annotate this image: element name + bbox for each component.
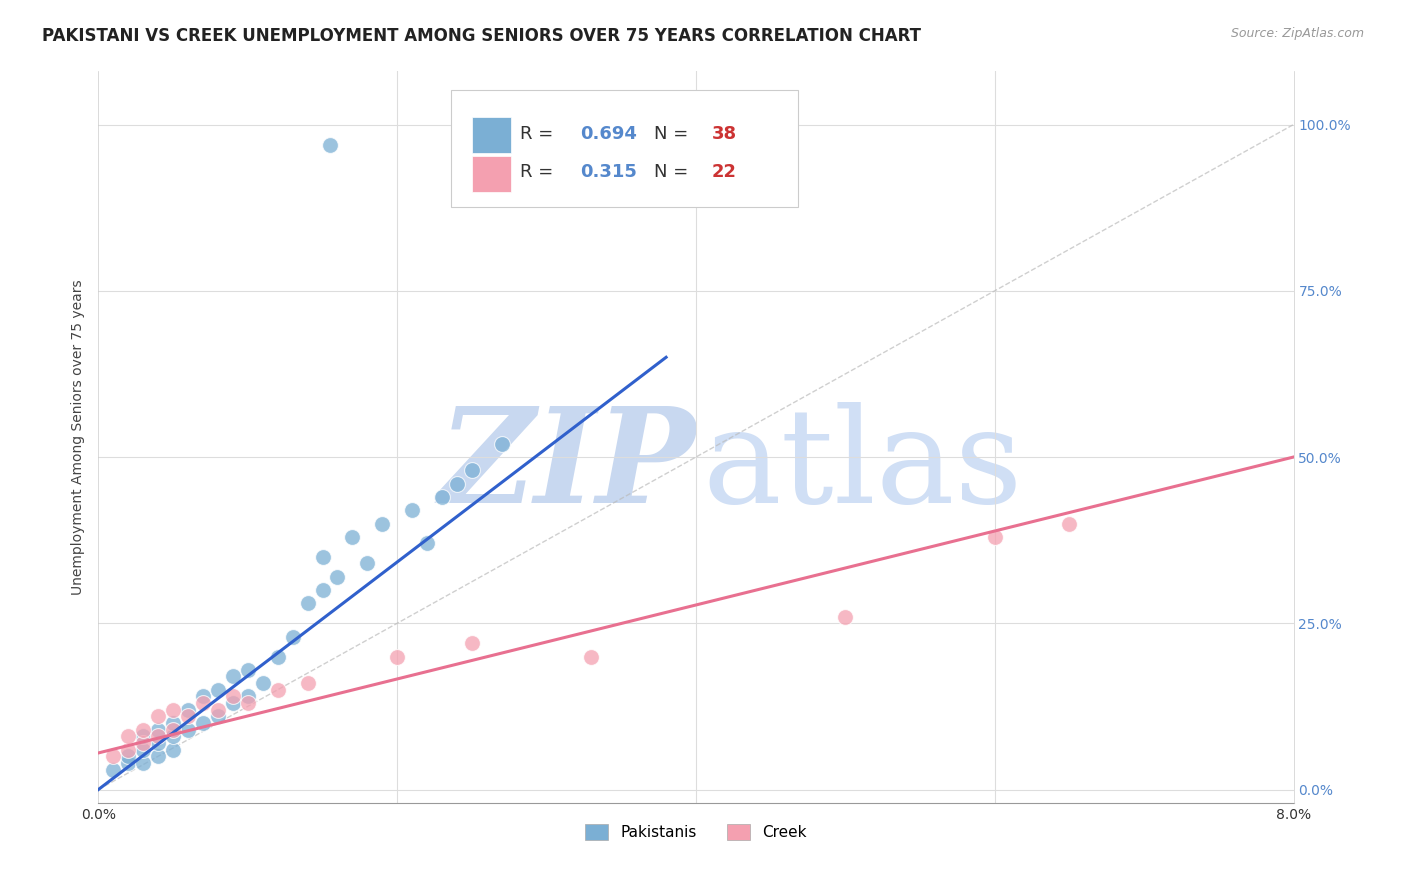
Y-axis label: Unemployment Among Seniors over 75 years: Unemployment Among Seniors over 75 years	[72, 279, 86, 595]
Point	[356, 557, 378, 571]
Point	[1059, 516, 1081, 531]
Point	[236, 663, 259, 677]
Point	[222, 690, 245, 704]
Point	[177, 703, 200, 717]
Point	[132, 729, 155, 743]
Point	[162, 716, 184, 731]
Point	[297, 676, 319, 690]
Point	[132, 742, 155, 756]
Point	[446, 476, 468, 491]
Point	[132, 756, 155, 770]
Point	[148, 729, 170, 743]
Point	[222, 696, 245, 710]
Point	[461, 636, 484, 650]
Text: R =: R =	[520, 163, 565, 181]
Point	[117, 742, 139, 756]
Point	[297, 596, 319, 610]
Point	[461, 463, 484, 477]
Legend: Pakistanis, Creek: Pakistanis, Creek	[579, 818, 813, 847]
Text: PAKISTANI VS CREEK UNEMPLOYMENT AMONG SENIORS OVER 75 YEARS CORRELATION CHART: PAKISTANI VS CREEK UNEMPLOYMENT AMONG SE…	[42, 27, 921, 45]
Point	[148, 736, 170, 750]
Point	[207, 682, 229, 697]
Point	[222, 669, 245, 683]
Point	[162, 742, 184, 756]
Point	[401, 503, 423, 517]
Point	[103, 763, 125, 777]
Point	[267, 682, 290, 697]
Point	[117, 729, 139, 743]
Point	[326, 570, 349, 584]
Point	[319, 137, 342, 152]
Point	[342, 530, 364, 544]
Point	[834, 609, 856, 624]
Point	[148, 709, 170, 723]
Point	[267, 649, 290, 664]
Text: ZIP: ZIP	[439, 401, 696, 531]
Point	[311, 549, 333, 564]
Point	[430, 490, 453, 504]
FancyBboxPatch shape	[472, 156, 510, 192]
FancyBboxPatch shape	[472, 118, 510, 153]
Point	[162, 703, 184, 717]
Point	[132, 736, 155, 750]
Point	[132, 723, 155, 737]
Text: R =: R =	[520, 125, 565, 143]
Point	[236, 690, 259, 704]
Text: 0.694: 0.694	[581, 125, 637, 143]
Point	[252, 676, 274, 690]
FancyBboxPatch shape	[451, 90, 797, 207]
Point	[162, 729, 184, 743]
Point	[311, 582, 333, 597]
Point	[148, 749, 170, 764]
Point	[191, 690, 214, 704]
Point	[162, 723, 184, 737]
Point	[207, 703, 229, 717]
Point	[191, 716, 214, 731]
Point	[191, 696, 214, 710]
Point	[984, 530, 1007, 544]
Point	[581, 649, 603, 664]
Point	[385, 649, 409, 664]
Point	[148, 723, 170, 737]
Text: N =: N =	[654, 125, 700, 143]
Point	[103, 749, 125, 764]
Point	[177, 723, 200, 737]
Text: atlas: atlas	[702, 401, 1022, 531]
Point	[371, 516, 394, 531]
Point	[281, 630, 304, 644]
Text: 38: 38	[711, 125, 737, 143]
Point	[117, 756, 139, 770]
Point	[491, 436, 513, 450]
Text: 0.315: 0.315	[581, 163, 637, 181]
Point	[207, 709, 229, 723]
Text: N =: N =	[654, 163, 700, 181]
Point	[177, 709, 200, 723]
Point	[236, 696, 259, 710]
Point	[416, 536, 439, 550]
Text: 22: 22	[711, 163, 737, 181]
Point	[117, 749, 139, 764]
Text: Source: ZipAtlas.com: Source: ZipAtlas.com	[1230, 27, 1364, 40]
